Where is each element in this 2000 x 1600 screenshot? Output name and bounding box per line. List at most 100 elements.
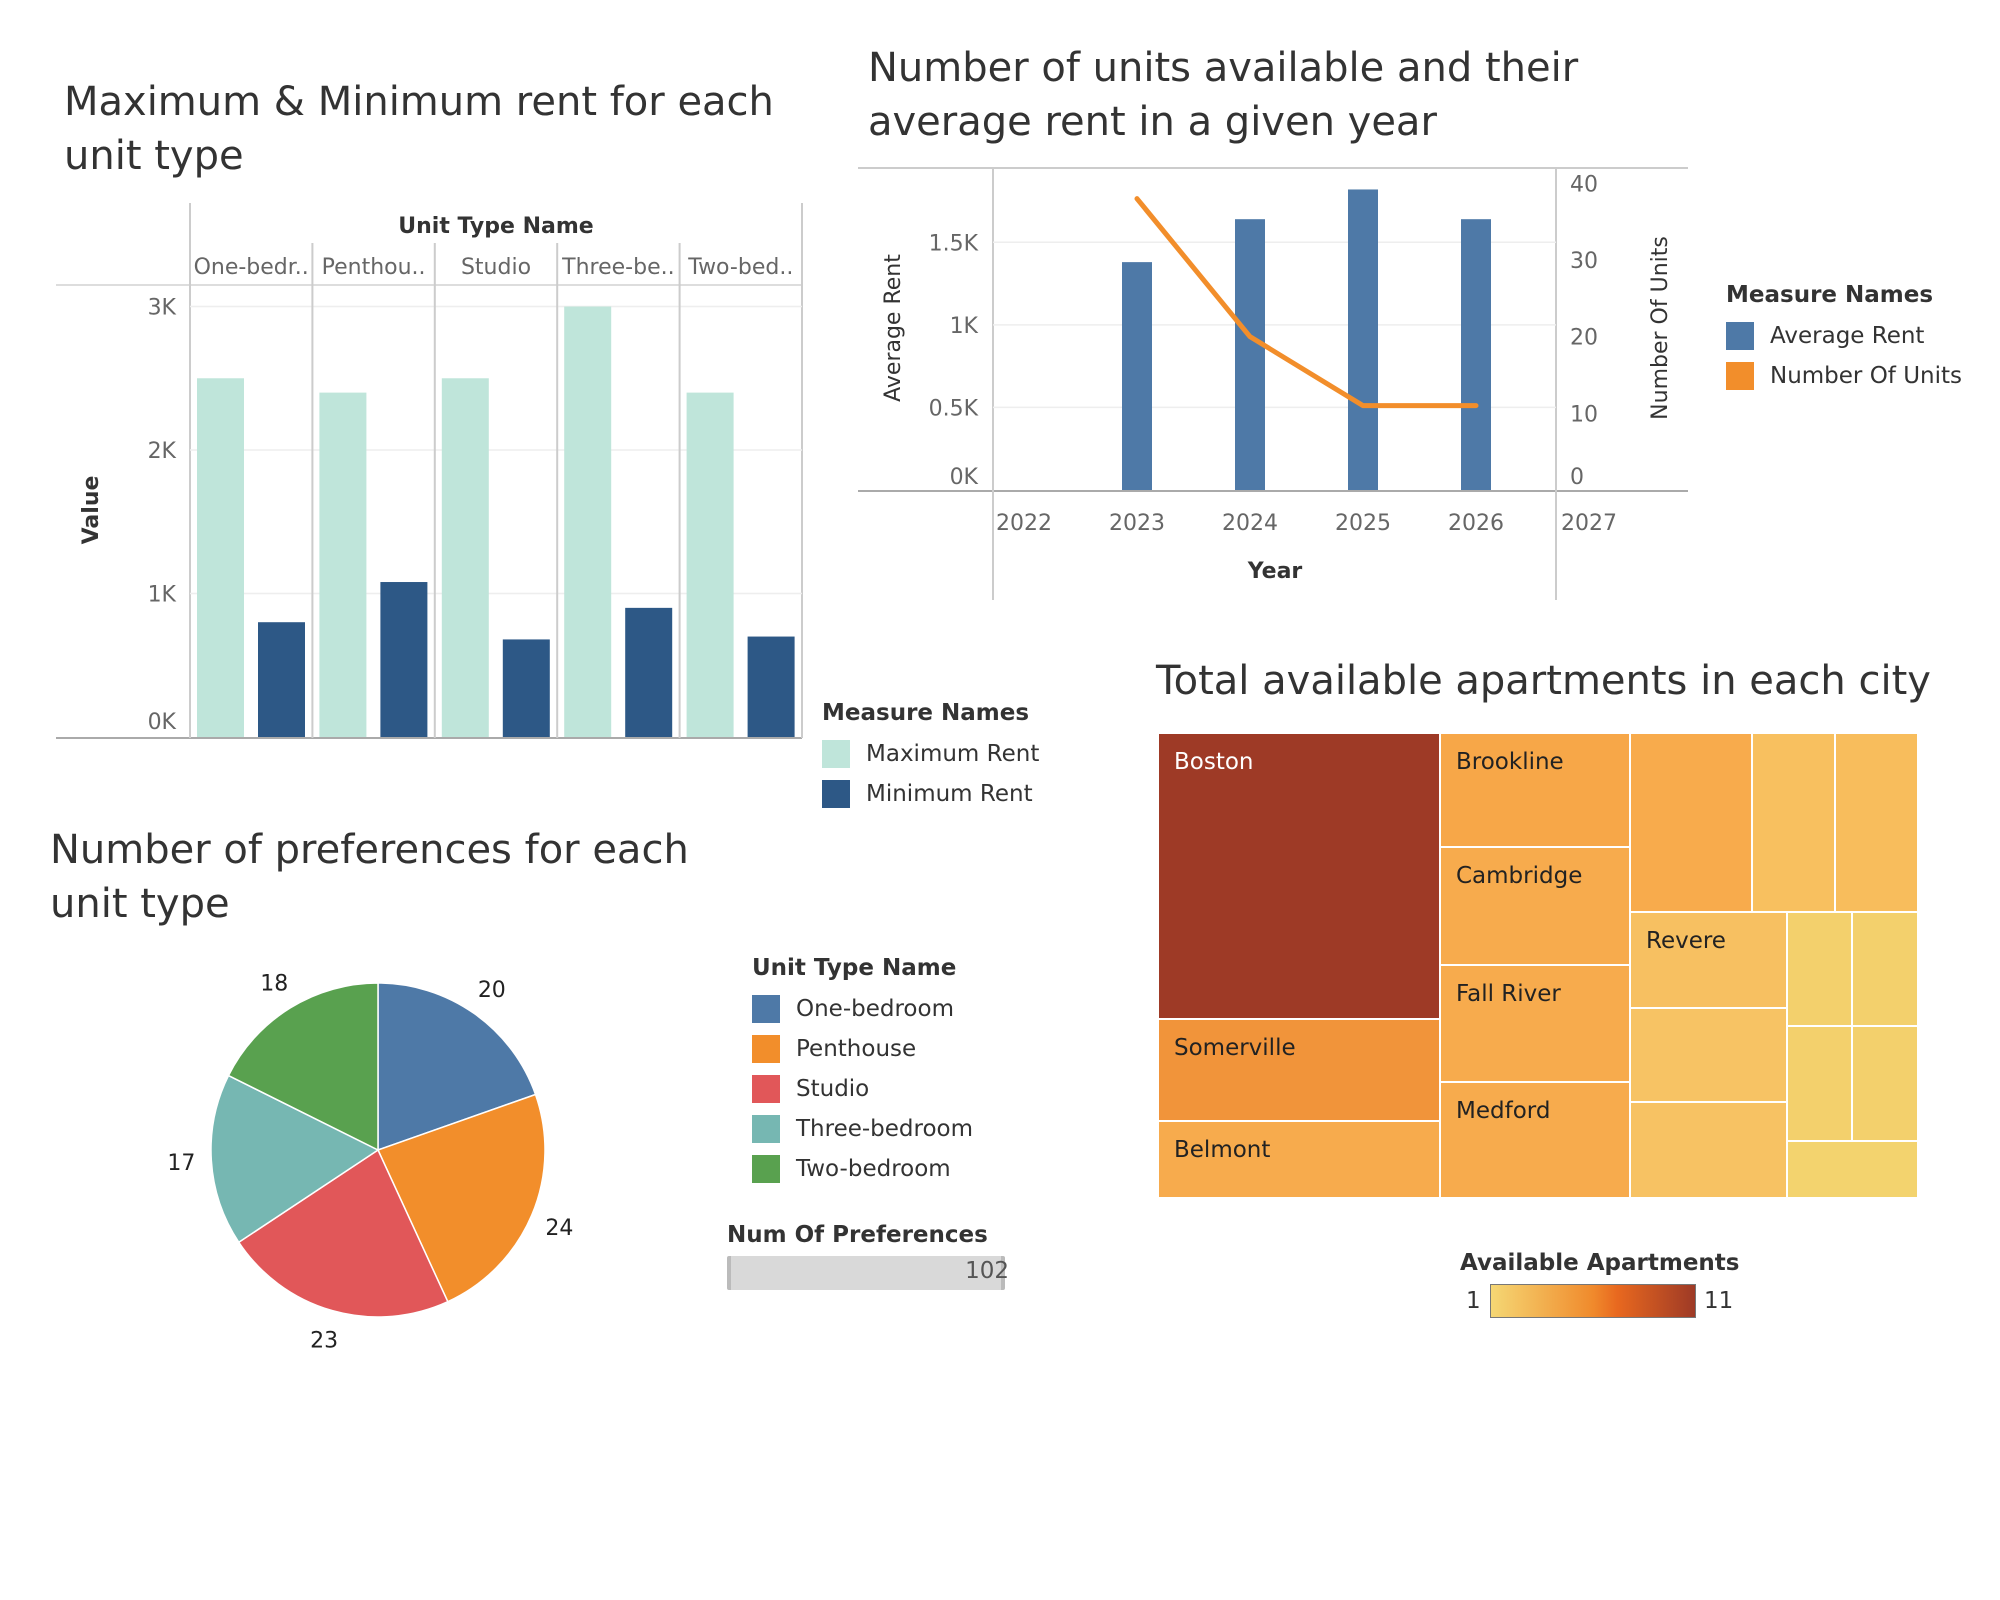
combo-legend-item-rent[interactable]: Average Rent (1726, 316, 1962, 356)
pie-slice-value-label: 20 (478, 978, 506, 1003)
bar-min-rent (502, 639, 550, 737)
treemap-cell (1786, 1025, 1853, 1142)
pie-slice-value-label: 18 (260, 972, 288, 997)
combo-legend-title: Measure Names (1726, 282, 1934, 308)
pie-chart-title-line2: unit type (50, 881, 230, 927)
bar-y-tick-label: 3K (148, 296, 177, 321)
treemap-cell-brookline (1439, 732, 1631, 848)
combo-left-tick-label: 1.5K (929, 231, 979, 256)
combo-x-tick-label: 2024 (1222, 511, 1278, 536)
pie-legend-item[interactable]: Studio (752, 1069, 973, 1109)
combo-chart-title-line2: average rent in a given year (868, 99, 1437, 145)
bar-chart-title: Maximum & Minimum rent for each unit typ… (64, 75, 774, 183)
combo-right-tick-label: 30 (1570, 249, 1598, 274)
pie-slice-value-label: 24 (545, 1216, 573, 1241)
treemap-cell-revere (1629, 911, 1788, 1009)
pie-legend-label: Studio (796, 1076, 870, 1102)
combo-right-tick-label: 20 (1570, 326, 1598, 351)
bar-chart-title-line2: unit type (64, 133, 244, 179)
bar-category-label: Studio (461, 255, 531, 280)
combo-left-axis-title: Average Rent (881, 254, 906, 402)
bar-min-rent (747, 636, 795, 737)
treemap-cell (1629, 1101, 1788, 1199)
pie-size-legend-value: 102 (965, 1258, 1009, 1284)
bar-legend-label-min: Minimum Rent (866, 781, 1033, 807)
combo-right-tick-label: 10 (1570, 402, 1598, 427)
combo-average-rent-bar (1348, 189, 1378, 490)
pie-size-legend: Num Of Preferences 102 (727, 1222, 1009, 1290)
pie-legend-label: Two-bedroom (796, 1156, 951, 1182)
pie-legend-item[interactable]: Three-bedroom (752, 1109, 973, 1149)
combo-legend-swatch-rent (1726, 322, 1754, 350)
bar-min-rent (380, 582, 428, 737)
treemap-cell (1629, 732, 1753, 913)
treemap-legend-title: Available Apartments (1460, 1250, 1740, 1276)
treemap-cell-belmont (1157, 1120, 1441, 1199)
combo-left-tick-label: 1K (950, 314, 979, 339)
bar-y-tick-label: 0K (148, 710, 177, 735)
pie-legend-item[interactable]: Two-bedroom (752, 1149, 973, 1189)
bar-min-rent (625, 607, 673, 737)
bar-max-rent (319, 392, 367, 737)
pie-slice-value-label: 17 (167, 1151, 195, 1176)
pie-slice-three-bedroom (210, 1074, 380, 1244)
treemap-cell (1786, 1140, 1919, 1199)
treemap-cell-label: Cambridge (1456, 863, 1582, 889)
treemap-cell-label: Brookline (1456, 749, 1564, 775)
treemap-legend-min: 1 (1466, 1288, 1481, 1314)
bar-max-rent (686, 392, 734, 737)
pie-legend-label: One-bedroom (796, 996, 954, 1022)
bar-min-rent (258, 622, 305, 737)
treemap-cell (1786, 911, 1853, 1027)
combo-x-tick-label: 2022 (996, 511, 1052, 536)
combo-chart-legend: Measure Names Average Rent Number Of Uni… (1726, 282, 1962, 396)
bar-header-title: Unit Type Name (398, 214, 593, 239)
pie-slice-value-label: 23 (310, 1328, 338, 1353)
bar-legend-swatch-min (822, 780, 850, 808)
pie-legend-label: Three-bedroom (796, 1116, 974, 1142)
bar-legend-swatch-max (822, 740, 850, 768)
bar-chart-title-line1: Maximum & Minimum rent for each (64, 79, 774, 125)
treemap-cell (1751, 732, 1836, 913)
treemap-cell-medford (1439, 1081, 1631, 1199)
treemap-cell-label: Medford (1456, 1098, 1550, 1124)
combo-legend-item-units[interactable]: Number Of Units (1726, 356, 1962, 396)
pie-legend-swatch (752, 1075, 780, 1103)
treemap-cell-label: Fall River (1456, 981, 1561, 1007)
bar-legend-item-min[interactable]: Minimum Rent (822, 774, 1039, 814)
pie-legend-label: Penthouse (796, 1036, 917, 1062)
combo-average-rent-bar (1461, 219, 1491, 490)
combo-chart-title: Number of units available and their aver… (868, 41, 1578, 149)
bar-category-label: Penthou.. (322, 255, 426, 280)
pie-chart-legend: Unit Type Name One-bedroom Penthouse Studi… (752, 955, 973, 1189)
pie-chart-title-line1: Number of preferences for each (50, 827, 689, 873)
bar-legend-title: Measure Names (822, 700, 1030, 726)
treemap-cell (1851, 1025, 1919, 1142)
pie-chart-title: Number of preferences for each unit type (50, 823, 689, 931)
combo-x-axis-title: Year (1247, 559, 1303, 584)
pie-legend-swatch (752, 1115, 780, 1143)
combo-average-rent-bar (1122, 262, 1152, 490)
pie-slice-studio (237, 1148, 449, 1318)
treemap-cell-fall-river (1439, 964, 1631, 1083)
treemap-color-legend: Available Apartments (1460, 1250, 1739, 1284)
pie-slice-two-bedroom (227, 982, 379, 1152)
pie-legend-swatch (752, 995, 780, 1023)
bar-legend-label-max: Maximum Rent (866, 741, 1040, 767)
combo-right-tick-label: 0 (1570, 465, 1584, 490)
combo-x-tick-label: 2026 (1448, 511, 1504, 536)
treemap-cell (1629, 1007, 1788, 1103)
bar-category-label: One-bedr.. (194, 255, 309, 280)
combo-number-of-units-line (1134, 196, 1479, 409)
combo-legend-label-units: Number Of Units (1770, 363, 1963, 389)
bar-legend-item-max[interactable]: Maximum Rent (822, 734, 1039, 774)
pie-legend-item[interactable]: Penthouse (752, 1029, 973, 1069)
bar-category-label: Three-be.. (561, 255, 674, 280)
treemap-cell-boston (1157, 732, 1441, 1020)
pie-legend-item[interactable]: One-bedroom (752, 989, 973, 1029)
combo-legend-label-rent: Average Rent (1770, 323, 1925, 349)
treemap-cell (1851, 911, 1919, 1027)
